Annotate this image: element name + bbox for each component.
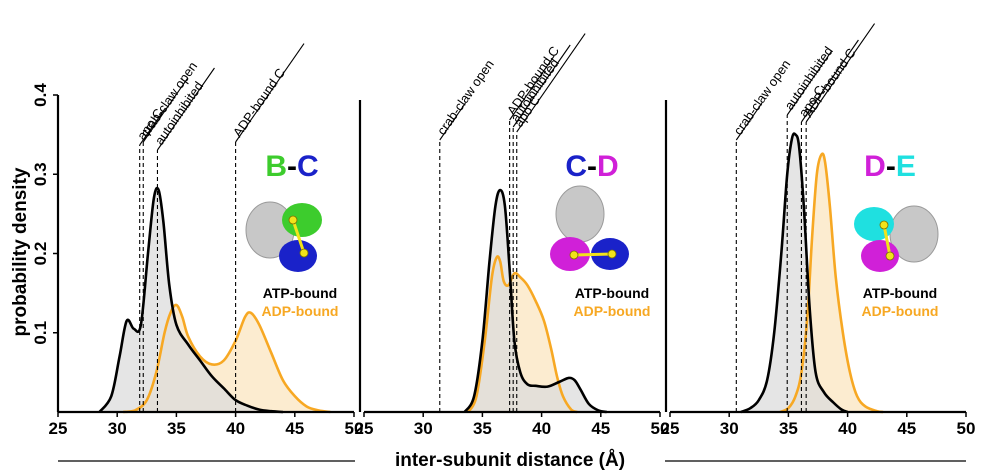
x-tick-label: 45 xyxy=(897,419,916,438)
x-tick-label: 25 xyxy=(49,419,68,438)
reference-leader xyxy=(235,43,305,143)
reference-leader xyxy=(439,102,466,141)
pair-first-letter: C xyxy=(565,150,587,183)
pair-first-letter: D xyxy=(864,150,886,183)
reference-leader xyxy=(800,39,859,123)
pair-second-letter: E xyxy=(896,150,916,183)
x-tick-label: 40 xyxy=(226,419,245,438)
legend-atp-label: ATP-bound xyxy=(863,285,937,301)
x-tick-label: 50 xyxy=(957,419,976,438)
panel-cd: crab-claw open ADP-bound Cautoinhibitedap… xyxy=(355,33,670,438)
x-tick-label: 25 xyxy=(355,419,374,438)
second-subunit-shape xyxy=(279,240,317,272)
x-tick-label: 30 xyxy=(108,419,127,438)
atp-density-line xyxy=(740,132,849,414)
reference-label: crab-claw open xyxy=(434,57,497,138)
x-tick-label: 30 xyxy=(414,419,433,438)
reference-leader xyxy=(735,102,763,141)
atp-area-fill xyxy=(741,133,848,412)
reference-leader xyxy=(142,77,189,143)
pair-dash: - xyxy=(886,150,896,183)
rod-endpoint xyxy=(288,215,298,225)
rod-endpoint xyxy=(569,250,579,260)
rod-endpoint xyxy=(885,251,895,261)
grey-subunit-shape xyxy=(555,185,605,243)
legend-adp-label: ADP-bound xyxy=(862,303,939,319)
atp-density-line xyxy=(463,188,607,414)
pair-second-letter: D xyxy=(597,150,619,183)
adp-density-line xyxy=(779,152,884,414)
distance-rod xyxy=(573,252,613,257)
y-tick-label: 0.3 xyxy=(31,162,50,186)
x-tick-label: 40 xyxy=(532,419,551,438)
pair-dash: - xyxy=(587,150,597,183)
x-tick-label: 30 xyxy=(720,419,739,438)
y-tick-label: 0.2 xyxy=(31,242,50,266)
x-tick-label: 45 xyxy=(285,419,304,438)
x-axis-title-group: inter-subunit distance (Å) xyxy=(58,450,966,471)
rod-endpoint xyxy=(607,249,617,259)
structure-inset xyxy=(854,205,939,272)
legend-adp-label: ADP-bound xyxy=(574,303,651,319)
reference-leader xyxy=(157,67,215,151)
x-tick-label: 25 xyxy=(661,419,680,438)
reference-label: crab-claw open xyxy=(730,57,793,138)
x-tick-label: 45 xyxy=(591,419,610,438)
y-tick-label: 0.1 xyxy=(31,321,50,345)
reference-leader xyxy=(139,107,166,146)
pair-title: B-C xyxy=(265,150,318,183)
first-subunit-shape xyxy=(282,203,322,237)
adp-density-line xyxy=(122,303,331,414)
reference-leader xyxy=(805,23,876,123)
pair-title: C-D xyxy=(565,150,618,183)
structure-inset xyxy=(550,185,629,271)
y-axis-title: probability density xyxy=(10,167,31,336)
reference-leader xyxy=(516,33,586,133)
pair-second-letter: C xyxy=(297,150,319,183)
x-tick-label: 50 xyxy=(651,419,670,438)
atp-density-line xyxy=(98,186,284,414)
distance-rod xyxy=(291,219,306,254)
rod-endpoint xyxy=(879,220,889,230)
reference-label: ADP-bound C xyxy=(230,65,288,139)
reference-leader xyxy=(786,50,833,116)
x-tick-label: 40 xyxy=(838,419,857,438)
rod-endpoint xyxy=(299,248,309,258)
x-tick-label: 35 xyxy=(167,419,186,438)
legend-adp-label: ADP-bound xyxy=(262,303,339,319)
pair-title: D-E xyxy=(864,150,916,183)
y-axis-title-group: probability density xyxy=(10,167,31,336)
adp-density-line xyxy=(467,255,578,414)
legend-atp-label: ATP-bound xyxy=(263,285,337,301)
atp-area-fill xyxy=(99,188,283,412)
x-tick-label: 35 xyxy=(779,419,798,438)
x-tick-label: 35 xyxy=(473,419,492,438)
x-axis-title: inter-subunit distance (Å) xyxy=(395,450,625,471)
y-tick-label: 0.4 xyxy=(31,83,50,107)
reference-leader xyxy=(512,44,571,128)
distance-rod xyxy=(882,224,892,257)
reference-leader xyxy=(509,55,555,121)
x-tick-label: 50 xyxy=(345,419,364,438)
legend-atp-label: ATP-bound xyxy=(575,285,649,301)
pair-first-letter: B xyxy=(265,150,287,183)
atp-area-fill xyxy=(464,190,607,412)
pair-dash: - xyxy=(287,150,297,183)
structure-inset xyxy=(245,201,322,272)
